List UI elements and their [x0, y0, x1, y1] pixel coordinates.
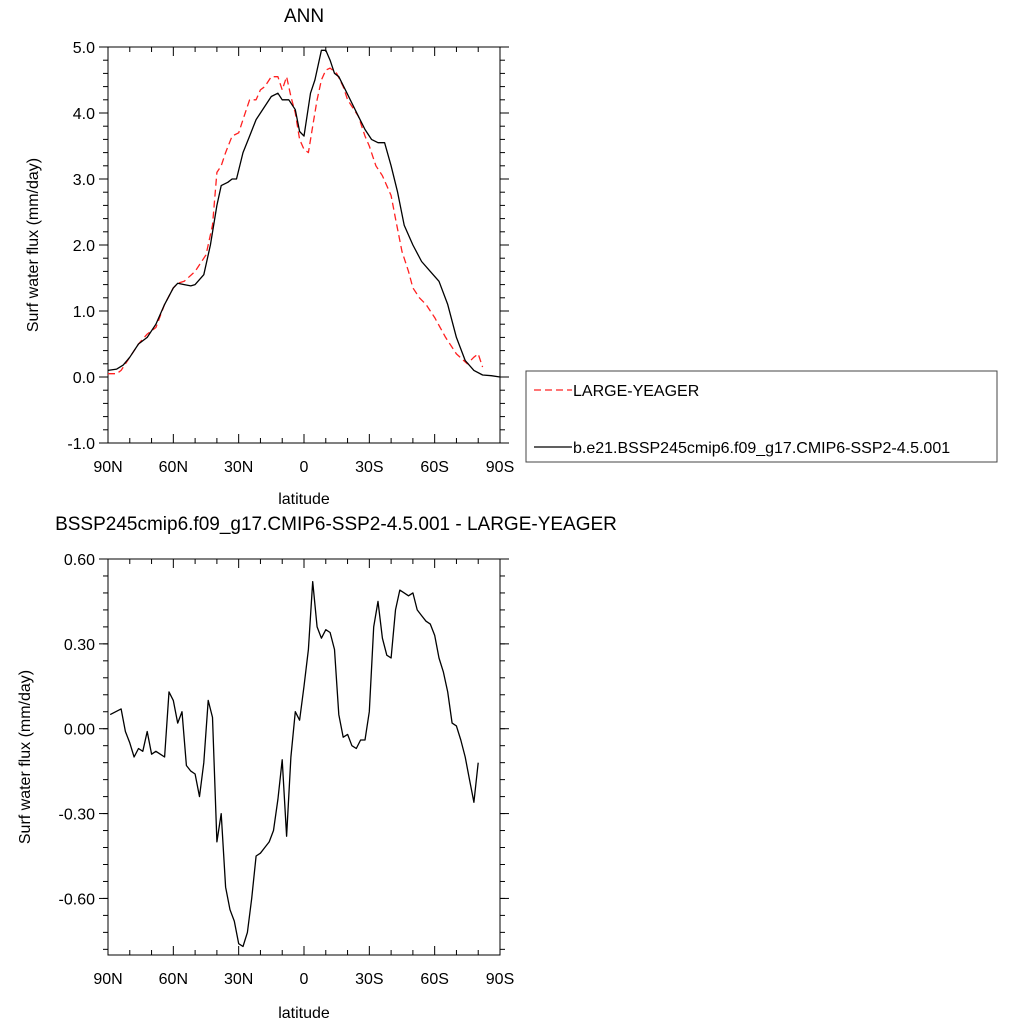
panel-bottom: BSSP245cmip6.f09_g17.CMIP6-SSP2-4.5.001 …: [17, 514, 617, 1022]
ticks-bottom: 90N 60N 30N 0 30S 60S 90S 0.60 0.30 0.00 -0.30 -0.6…: [59, 552, 515, 988]
x-axis-label-bottom: latitude: [278, 1005, 330, 1022]
large-yeager-series-line: [108, 67, 484, 375]
plot-frame-top: [107, 46, 501, 444]
legend: LARGE-YEAGER b.e21.BSSP245cmip6.f09_g17.…: [525, 370, 998, 463]
legend-box: [525, 370, 998, 463]
y-tick-label: -0.60: [59, 891, 96, 908]
b-e21-bssp245cmip6-f09-g17-cmip6-ssp2-4-5-001-series-line: [107, 49, 501, 378]
legend-label-model: b.e21.BSSP245cmip6.f09_g17.CMIP6-SSP2-4.…: [573, 440, 950, 457]
x-tick-label: 30S: [355, 459, 383, 476]
x-tick-label: 90N: [93, 459, 122, 476]
legend-label-large-yeager: LARGE-YEAGER: [573, 383, 699, 400]
chart-title-bottom: BSSP245cmip6.f09_g17.CMIP6-SSP2-4.5.001 …: [55, 514, 617, 535]
x-tick-label: 30S: [355, 971, 383, 988]
x-axis-label-top: latitude: [278, 491, 330, 508]
y-tick-label: 5.0: [73, 40, 95, 57]
x-tick-label: 60N: [159, 459, 188, 476]
difference-series-line: [109, 580, 479, 948]
x-tick-label: 60S: [420, 459, 448, 476]
y-tick-label: -0.30: [59, 807, 96, 824]
x-tick-label: 90S: [486, 459, 514, 476]
x-tick-label: 60S: [420, 971, 448, 988]
series-top: [107, 49, 501, 378]
panel-top: ANN 90N 60N 30N 0 30S 60S 90S 5.0 4.0 3.0 2.0 1.0 0.…: [25, 6, 514, 508]
x-tick-label: 0: [300, 459, 309, 476]
y-tick-label: 0.0: [73, 370, 95, 387]
series-bottom: [109, 580, 479, 948]
y-tick-label: 0.60: [64, 552, 95, 569]
y-tick-label: -1.0: [67, 436, 95, 453]
x-tick-label: 90S: [486, 971, 514, 988]
x-tick-label: 0: [300, 971, 309, 988]
y-axis-label-top: Surf water flux (mm/day): [25, 158, 42, 332]
y-tick-label: 3.0: [73, 172, 95, 189]
x-tick-label: 30N: [224, 459, 253, 476]
chart-title-top: ANN: [284, 6, 324, 27]
y-tick-label: 1.0: [73, 304, 95, 321]
y-tick-label: 0.30: [64, 637, 95, 654]
plot-frame-bottom: [107, 558, 501, 956]
x-tick-label: 90N: [93, 971, 122, 988]
ticks-top: 90N 60N 30N 0 30S 60S 90S 5.0 4.0 3.0 2.0 1.0 0.0 -1.…: [67, 40, 514, 476]
x-tick-label: 60N: [159, 971, 188, 988]
y-tick-label: 2.0: [73, 238, 95, 255]
y-tick-label: 0.00: [64, 722, 95, 739]
y-tick-label: 4.0: [73, 106, 95, 123]
y-axis-label-bottom: Surf water flux (mm/day): [17, 670, 34, 844]
x-tick-label: 30N: [224, 971, 253, 988]
